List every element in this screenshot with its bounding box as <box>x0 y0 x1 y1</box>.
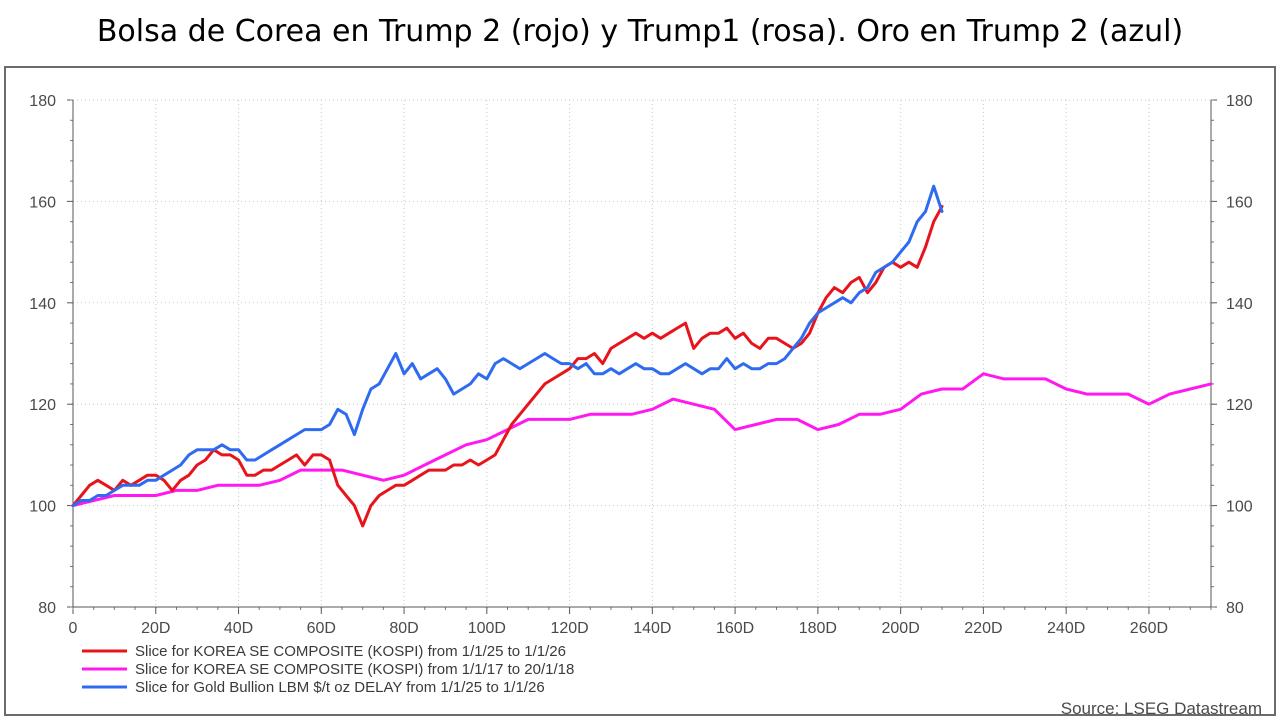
x-tick-label: 100D <box>468 620 506 637</box>
chart-title: Bolsa de Corea en Trump 2 (rojo) y Trump… <box>96 14 1184 49</box>
y-tick-label-right: 120 <box>1226 397 1253 414</box>
x-tick-label: 240D <box>1047 620 1085 637</box>
series-line-2 <box>71 372 1213 508</box>
x-tick-label: 260D <box>1130 620 1168 637</box>
x-tick-label: 0 <box>69 620 78 637</box>
x-tick-label: 60D <box>307 620 336 637</box>
x-tick-label: 220D <box>964 620 1002 637</box>
y-tick-label-left: 100 <box>29 499 56 516</box>
legend: Slice for KOREA SE COMPOSITE (KOSPI) fro… <box>82 643 574 696</box>
x-tick-label: 20D <box>141 620 170 637</box>
y-tick-label-right: 180 <box>1226 93 1253 110</box>
y-tick-label-right: 100 <box>1226 499 1253 516</box>
x-tick-label: 160D <box>716 620 754 637</box>
y-tick-label-left: 140 <box>29 296 56 313</box>
y-tick-label-right: 80 <box>1226 600 1244 617</box>
y-tick-label-right: 140 <box>1226 296 1253 313</box>
chart-frame <box>4 66 1276 716</box>
axes-layer: 80 80 100 100 120 120 140 140 160 160 180 180 0 20D 40… <box>29 93 1253 637</box>
x-tick-label: 200D <box>882 620 920 637</box>
series-layer <box>71 184 1213 528</box>
legend-label-3: Slice for Gold Bullion LBM $/t oz DELAY … <box>135 679 545 696</box>
source-label: Source: LSEG Datastream <box>1061 699 1262 718</box>
x-tick-label: 80D <box>389 620 418 637</box>
y-tick-label-left: 180 <box>29 93 56 110</box>
x-tick-label: 140D <box>633 620 671 637</box>
series-line-1 <box>71 205 944 528</box>
legend-label-1: Slice for KOREA SE COMPOSITE (KOSPI) fro… <box>135 643 566 660</box>
y-tick-label-left: 120 <box>29 397 56 414</box>
grid-layer <box>73 99 1211 607</box>
y-tick-label-right: 160 <box>1226 194 1253 211</box>
x-tick-label: 120D <box>550 620 588 637</box>
series-line-3 <box>71 184 944 508</box>
y-tick-label-left: 160 <box>29 194 56 211</box>
legend-label-2: Slice for KOREA SE COMPOSITE (KOSPI) fro… <box>135 661 574 678</box>
y-tick-label-left: 80 <box>38 600 56 617</box>
x-tick-label: 40D <box>224 620 253 637</box>
x-tick-label: 180D <box>799 620 837 637</box>
